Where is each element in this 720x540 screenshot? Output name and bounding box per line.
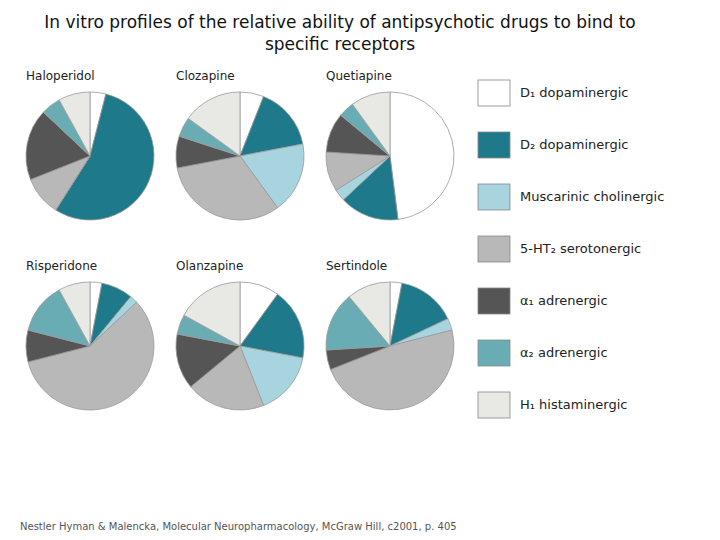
legend-swatch: [478, 340, 510, 366]
pie: [326, 282, 454, 410]
pie: [176, 282, 304, 410]
chart: In vitro profiles of the relative abilit…: [0, 0, 720, 540]
pie-slice: [352, 92, 390, 156]
pie-slice: [349, 282, 390, 346]
legend-swatch: [478, 132, 510, 158]
pies: Haloperidol Clozapine Quetiapine Risperidon…: [26, 69, 454, 410]
footnote: Nestler Hyman & Malencka, Molecular Neur…: [20, 521, 457, 532]
legend-swatch: [478, 236, 510, 262]
pie-label: Clozapine: [176, 69, 235, 83]
pie: [26, 282, 154, 410]
pie-label: Quetiapine: [326, 69, 392, 83]
pie-slice: [177, 156, 277, 220]
pie-label: Haloperidol: [26, 69, 95, 83]
legend-swatch: [478, 80, 510, 106]
pie-slice: [188, 92, 240, 156]
legend-label: D₂ dopaminergic: [520, 137, 628, 152]
pie-slice: [326, 152, 390, 190]
legend-label: Muscarinic cholinergic: [520, 189, 664, 204]
title: In vitro profiles of the relative abilit…: [44, 12, 636, 54]
pie-slice: [59, 92, 90, 156]
pie-slice: [59, 282, 90, 346]
legend-swatch: [478, 184, 510, 210]
pie: [176, 92, 304, 220]
pie-label: Sertindole: [326, 259, 387, 273]
legend-label: α₁ adrenergic: [520, 293, 608, 308]
legend-label: 5-HT₂ serotonergic: [520, 241, 641, 256]
pie-slice: [184, 282, 240, 346]
legend: D₁ dopaminergic D₂ dopaminergic Muscarinic…: [478, 80, 664, 418]
legend-swatch: [478, 288, 510, 314]
legend-label: D₁ dopaminergic: [520, 85, 628, 100]
legend-swatch: [478, 392, 510, 418]
pie: [26, 92, 154, 220]
pie-slice: [390, 92, 454, 219]
legend-label: α₂ adrenergic: [520, 345, 608, 360]
legend-label: H₁ histaminergic: [520, 397, 627, 412]
pie-label: Olanzapine: [176, 259, 243, 273]
pie-label: Risperidone: [26, 259, 97, 273]
pie: [326, 92, 454, 220]
